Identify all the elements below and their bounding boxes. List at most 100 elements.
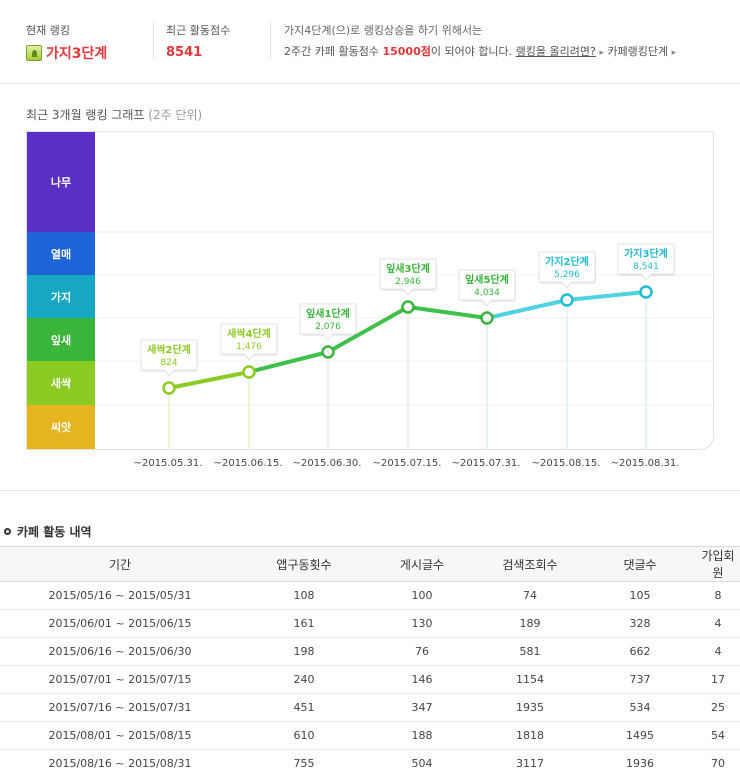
table-cell: 2015/06/16 ~ 2015/06/30	[0, 637, 240, 666]
callout-box	[220, 323, 278, 361]
table-cell: 662	[584, 637, 696, 666]
x-tick-label: ~2015.08.31.	[610, 458, 680, 469]
table-cell: 25	[696, 693, 740, 722]
column-header: 기간	[0, 546, 240, 582]
table-cell: 198	[240, 637, 368, 666]
data-point	[480, 311, 494, 325]
data-point	[639, 285, 653, 299]
table-cell: 4	[696, 609, 740, 638]
stage-0: 나무	[27, 132, 95, 232]
table-cell: 1495	[584, 721, 696, 750]
table-row: 2015/08/16 ~ 2015/08/31 755 504 3117 1936 70	[0, 749, 740, 770]
table-cell: 1154	[476, 665, 584, 694]
table-cell: 2015/08/16 ~ 2015/08/31	[0, 749, 240, 770]
series-line-segment	[406, 305, 489, 320]
table-row: 2015/06/16 ~ 2015/06/30 198 76 581 662 4	[0, 637, 740, 666]
stage-2: 가지	[27, 275, 95, 318]
column-header: 앱구동횟수	[240, 546, 368, 582]
chevron-right-icon: ▸	[671, 48, 677, 58]
series-line-segment	[565, 290, 648, 302]
stage-5: 씨앗	[27, 405, 95, 449]
table-row: 2015/07/01 ~ 2015/07/15 240 146 1154 737 17	[0, 665, 740, 694]
graph-subtitle: (2주 단위)	[148, 108, 203, 122]
table-row: 2015/07/16 ~ 2015/07/31 451 347 1935 534 25	[0, 693, 740, 722]
table-row: 2015/08/01 ~ 2015/08/15 610 188 1818 1495 54	[0, 721, 740, 750]
recent-score: 최근 활동점수 8541	[166, 22, 230, 60]
table-cell: 1818	[476, 721, 584, 750]
series-line-segment	[167, 370, 251, 390]
column-header: 검색조회수	[476, 546, 584, 582]
callout-box	[299, 303, 357, 341]
x-tick-label: ~2015.07.31.	[451, 458, 521, 469]
branch-rank-icon	[26, 45, 42, 61]
point-score-label: 5,296	[554, 270, 580, 280]
series-line-segment	[326, 305, 410, 354]
table-cell: 2015/06/01 ~ 2015/06/15	[0, 609, 240, 638]
current-rank-text: 가지3단계	[46, 46, 108, 62]
table-cell: 2015/07/01 ~ 2015/07/15	[0, 665, 240, 694]
required-points: 15000점	[382, 45, 431, 58]
activity-section-title: 카페 활동 내역	[4, 523, 92, 540]
table-cell: 737	[584, 665, 696, 694]
point-score-label: 824	[160, 358, 177, 368]
ranking-graph: 나무 열매 가지 잎새 새싹 씨앗 새싹2단계 824 새싹4단계 1,476 잎새1단계 2,07…	[26, 131, 714, 450]
data-point	[321, 345, 335, 359]
series-line-segment	[247, 350, 330, 374]
point-score-label: 2,946	[395, 277, 421, 287]
point-stage-label: 새싹4단계	[227, 327, 271, 340]
activity-title-text: 카페 활동 내역	[17, 525, 92, 539]
table-cell: 54	[696, 721, 740, 750]
series-line-segment	[485, 298, 569, 320]
data-point	[401, 300, 415, 314]
divider	[0, 490, 740, 491]
table-cell: 17	[696, 665, 740, 694]
data-point	[560, 293, 574, 307]
activity-table: 기간 앱구동횟수 게시글수 검색조회수 댓글수 가입회원 2015/05/16 ~ 201…	[0, 546, 740, 770]
column-header: 게시글수	[368, 546, 476, 582]
graph-title-text: 최근 3개월 랭킹 그래프	[26, 108, 145, 122]
point-stage-label: 가지2단계	[545, 255, 589, 268]
x-tick-label: ~2015.05.31.	[133, 458, 203, 469]
table-cell: 105	[584, 581, 696, 610]
table-cell: 610	[240, 721, 368, 750]
point-stage-label: 가지3단계	[624, 247, 668, 260]
callout-box	[538, 251, 596, 289]
recent-score-label: 최근 활동점수	[166, 24, 231, 37]
rank-up-msg-post: 이 되어야 합니다.	[430, 45, 513, 58]
point-score-label: 1,476	[236, 342, 262, 352]
x-tick-label: ~2015.07.15.	[372, 458, 442, 469]
how-to-rank-up-link[interactable]: 랭킹을 올리려면?	[515, 45, 596, 58]
table-cell: 146	[368, 665, 476, 694]
current-rank-label: 현재 랭킹	[26, 24, 70, 37]
table-row: 2015/06/01 ~ 2015/06/15 161 130 189 328 4	[0, 609, 740, 638]
divider	[270, 22, 271, 60]
table-cell: 74	[476, 581, 584, 610]
table-cell: 581	[476, 637, 584, 666]
table-cell: 328	[584, 609, 696, 638]
cafe-ranking-levels-link[interactable]: 카페랭킹단계	[607, 45, 669, 58]
point-score-label: 2,076	[315, 322, 341, 332]
point-stage-label: 잎새5단계	[465, 273, 509, 286]
callout-box	[458, 269, 516, 307]
rank-up-message-line1: 가지4단계(으)로 랭킹상승을 하기 위해서는	[284, 24, 483, 37]
table-cell: 755	[240, 749, 368, 770]
stage-1: 열매	[27, 232, 95, 275]
data-point	[242, 365, 256, 379]
circle-bullet-icon	[4, 528, 11, 535]
callout-box	[379, 258, 437, 296]
rank-up-msg-pre: 2주간 카페 활동점수	[284, 45, 379, 58]
table-cell: 451	[240, 693, 368, 722]
point-stage-label: 새싹2단계	[147, 343, 191, 356]
table-body: 2015/05/16 ~ 2015/05/31 108 100 74 105 8 2015/…	[0, 581, 740, 770]
table-cell: 70	[696, 749, 740, 770]
table-cell: 1936	[584, 749, 696, 770]
table-cell: 2015/08/01 ~ 2015/08/15	[0, 721, 240, 750]
current-rank: 현재 랭킹 가지3단계	[26, 22, 107, 63]
table-cell: 347	[368, 693, 476, 722]
x-tick-label: ~2015.06.15.	[213, 458, 283, 469]
rank-up-message: 가지4단계(으)로 랭킹상승을 하기 위해서는 2주간 카페 활동점수 1500…	[284, 22, 676, 62]
table-cell: 161	[240, 609, 368, 638]
x-tick-label: ~2015.08.15.	[531, 458, 601, 469]
stage-3: 잎새	[27, 318, 95, 361]
table-header-row: 기간 앱구동횟수 게시글수 검색조회수 댓글수 가입회원	[0, 546, 740, 582]
